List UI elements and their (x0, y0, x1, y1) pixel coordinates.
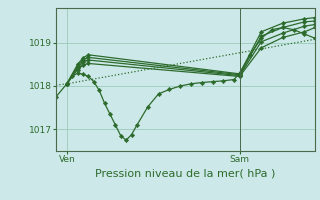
X-axis label: Pression niveau de la mer( hPa ): Pression niveau de la mer( hPa ) (95, 168, 276, 178)
